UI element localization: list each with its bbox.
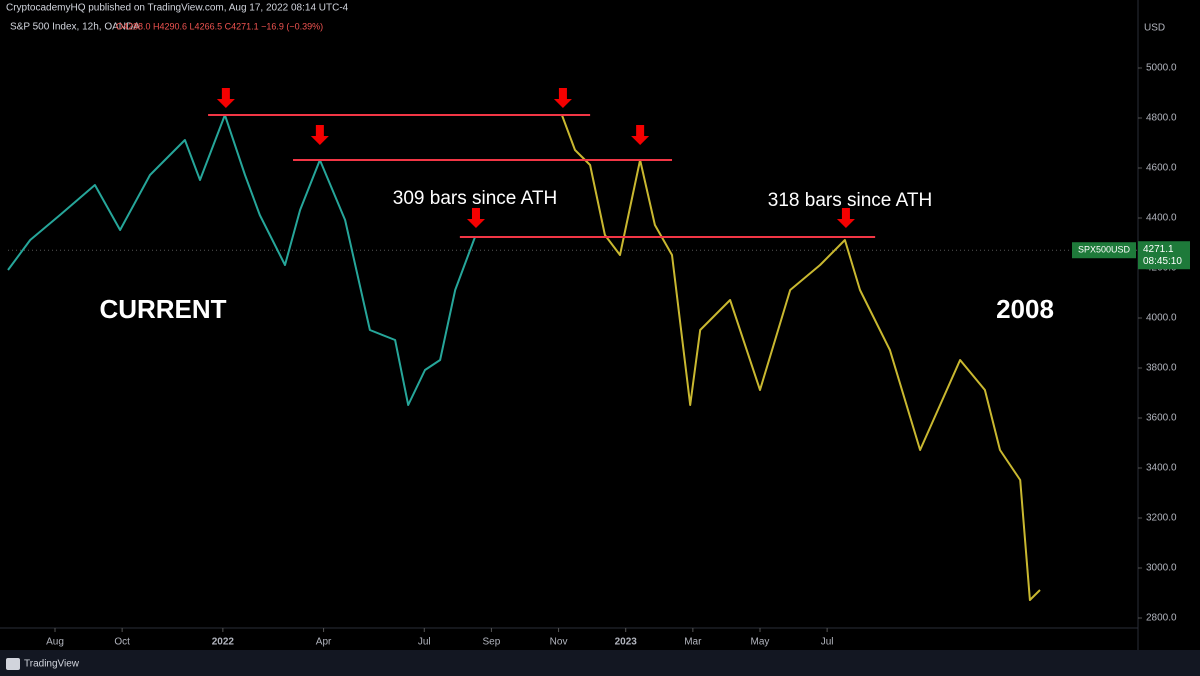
price-tag-countdown: 08:45:10 (1143, 256, 1182, 267)
axis-unit: USD (1144, 23, 1165, 34)
x-tick-label: Apr (316, 637, 332, 648)
series-line (560, 114, 1041, 601)
y-tick-label: 3400.0 (1146, 463, 1177, 474)
annotation: 309 bars since ATH (393, 188, 557, 209)
symbol-tag (1072, 242, 1136, 259)
symbol: S&P 500 Index, 12h, OANDA (10, 22, 140, 33)
series-label: 2008 (996, 294, 1054, 324)
arrow-marker (836, 208, 855, 228)
y-tick-label: 3800.0 (1146, 363, 1177, 374)
y-tick-label: 3000.0 (1146, 563, 1177, 574)
annotation: 318 bars since ATH (768, 190, 932, 211)
y-tick-label: 5000.0 (1146, 63, 1177, 74)
price-tag-value: 4271.1 (1143, 244, 1174, 255)
price-tag (1138, 241, 1190, 270)
y-tick-label: 2800.0 (1146, 613, 1177, 624)
brand: TradingView (24, 659, 80, 670)
y-tick-label: 4600.0 (1146, 163, 1177, 174)
x-tick-label: 2023 (615, 637, 638, 648)
y-tick-label: 3200.0 (1146, 513, 1177, 524)
footer-bar (0, 650, 1200, 676)
y-tick-label: 3600.0 (1146, 413, 1177, 424)
y-tick-label: 4800.0 (1146, 113, 1177, 124)
x-tick-label: Jul (418, 637, 431, 648)
series-line (7, 114, 476, 406)
publisher: CryptocademyHQ published on TradingView.… (6, 3, 349, 14)
y-tick-label: 4400.0 (1146, 213, 1177, 224)
x-tick-label: May (751, 637, 770, 648)
arrow-marker (631, 125, 650, 145)
symbol-tag-text: SPX500USD (1078, 245, 1131, 255)
x-tick-label: Nov (550, 637, 568, 648)
x-tick-label: Sep (483, 637, 501, 648)
arrow-marker (310, 125, 329, 145)
x-tick-label: Oct (114, 637, 130, 648)
arrow-marker (216, 88, 235, 108)
series-label: CURRENT (99, 294, 226, 324)
brand-logo (6, 658, 20, 670)
ohlc: O4288.0 H4290.6 L4266.5 C4271.1 −16.9 (−… (116, 21, 323, 31)
arrow-marker (553, 88, 572, 108)
x-tick-label: Jul (821, 637, 834, 648)
x-tick-label: 2022 (212, 637, 235, 648)
x-tick-label: Aug (46, 637, 64, 648)
arrow-marker (466, 208, 485, 228)
y-tick-label: 4000.0 (1146, 313, 1177, 324)
x-tick-label: Mar (684, 637, 702, 648)
